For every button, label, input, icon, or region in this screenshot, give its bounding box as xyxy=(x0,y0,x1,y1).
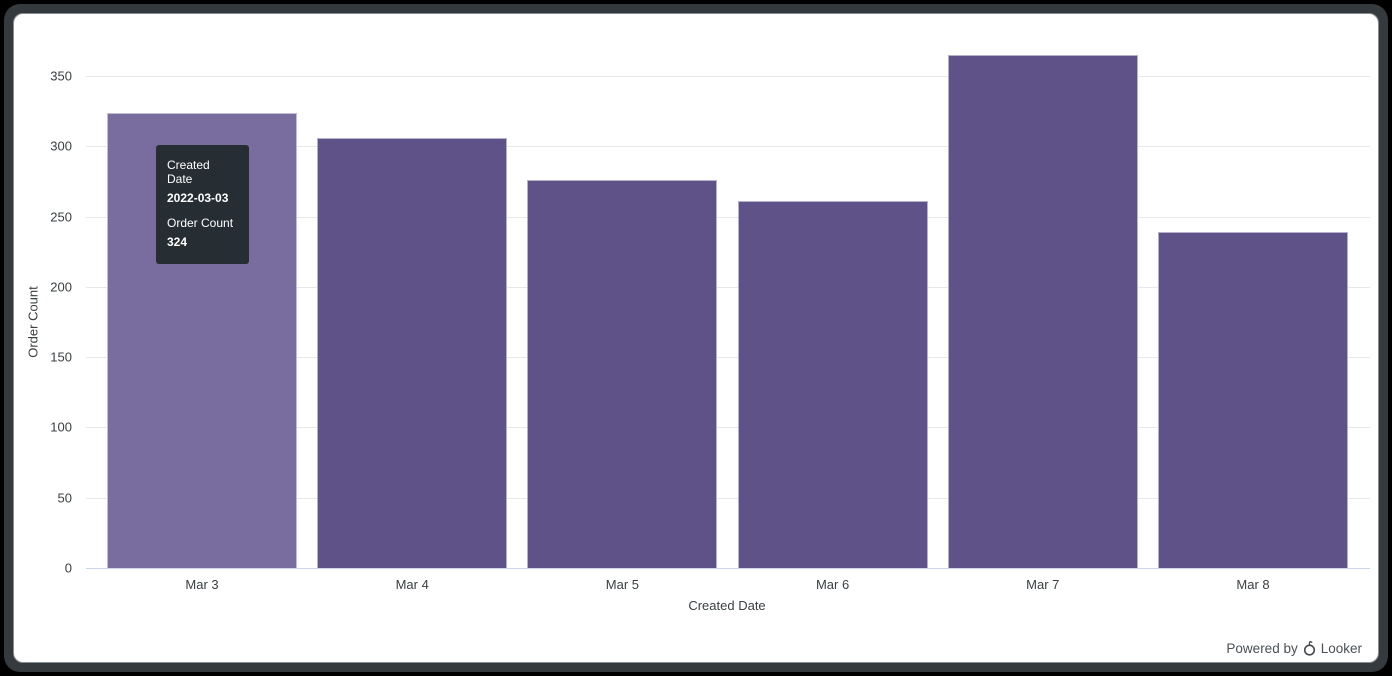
bar-mar-4[interactable] xyxy=(317,137,508,568)
gridline xyxy=(86,76,1370,77)
y-axis-title: Order Count xyxy=(25,286,41,358)
x-tick-label: Mar 7 xyxy=(1026,577,1060,592)
powered-by-text: Powered by xyxy=(1226,640,1298,656)
powered-by-looker[interactable]: Powered by Looker xyxy=(1226,639,1362,657)
looker-brand-text: Looker xyxy=(1320,640,1362,656)
gridline xyxy=(86,286,1370,288)
bar-mar-7[interactable] xyxy=(947,54,1138,568)
y-tick-label: 150 xyxy=(50,349,72,365)
y-tick-label: 50 xyxy=(57,490,72,506)
gridline xyxy=(86,427,1370,429)
bar-mar-6[interactable] xyxy=(737,201,928,568)
tooltip-measure-value: 324 xyxy=(167,234,188,249)
x-axis-title: Created Date xyxy=(688,598,766,613)
y-tick-label: 300 xyxy=(50,138,72,154)
x-tick-label: Mar 8 xyxy=(1236,577,1270,592)
gridline xyxy=(86,497,1370,499)
x-tick-label: Mar 5 xyxy=(605,577,640,592)
tooltip-dimension-value: 2022-03-03 xyxy=(167,190,229,205)
x-tick-label: Mar 3 xyxy=(185,577,219,592)
y-tick-label: 0 xyxy=(64,560,72,576)
y-tick-label: 250 xyxy=(50,209,72,225)
bar-mar-8[interactable] xyxy=(1158,232,1348,568)
y-tick-label: 200 xyxy=(50,279,72,295)
gridline xyxy=(86,146,1370,148)
tooltip-measure-label: Order Count xyxy=(167,216,234,231)
bar-mar-5[interactable] xyxy=(527,180,718,568)
tooltip: Created Date 2022-03-03 Order Count 324 xyxy=(156,145,249,264)
x-axis-line xyxy=(86,568,1370,569)
y-tick-label: 350 xyxy=(50,68,72,84)
x-tick-label: Mar 6 xyxy=(815,577,850,592)
y-tick-label: 100 xyxy=(50,419,72,435)
x-tick-label: Mar 4 xyxy=(395,577,429,592)
gridline xyxy=(86,357,1370,359)
tooltip-dimension-label: Created Date xyxy=(167,158,210,187)
looker-logo-icon xyxy=(1302,639,1317,657)
gridline xyxy=(86,216,1370,218)
